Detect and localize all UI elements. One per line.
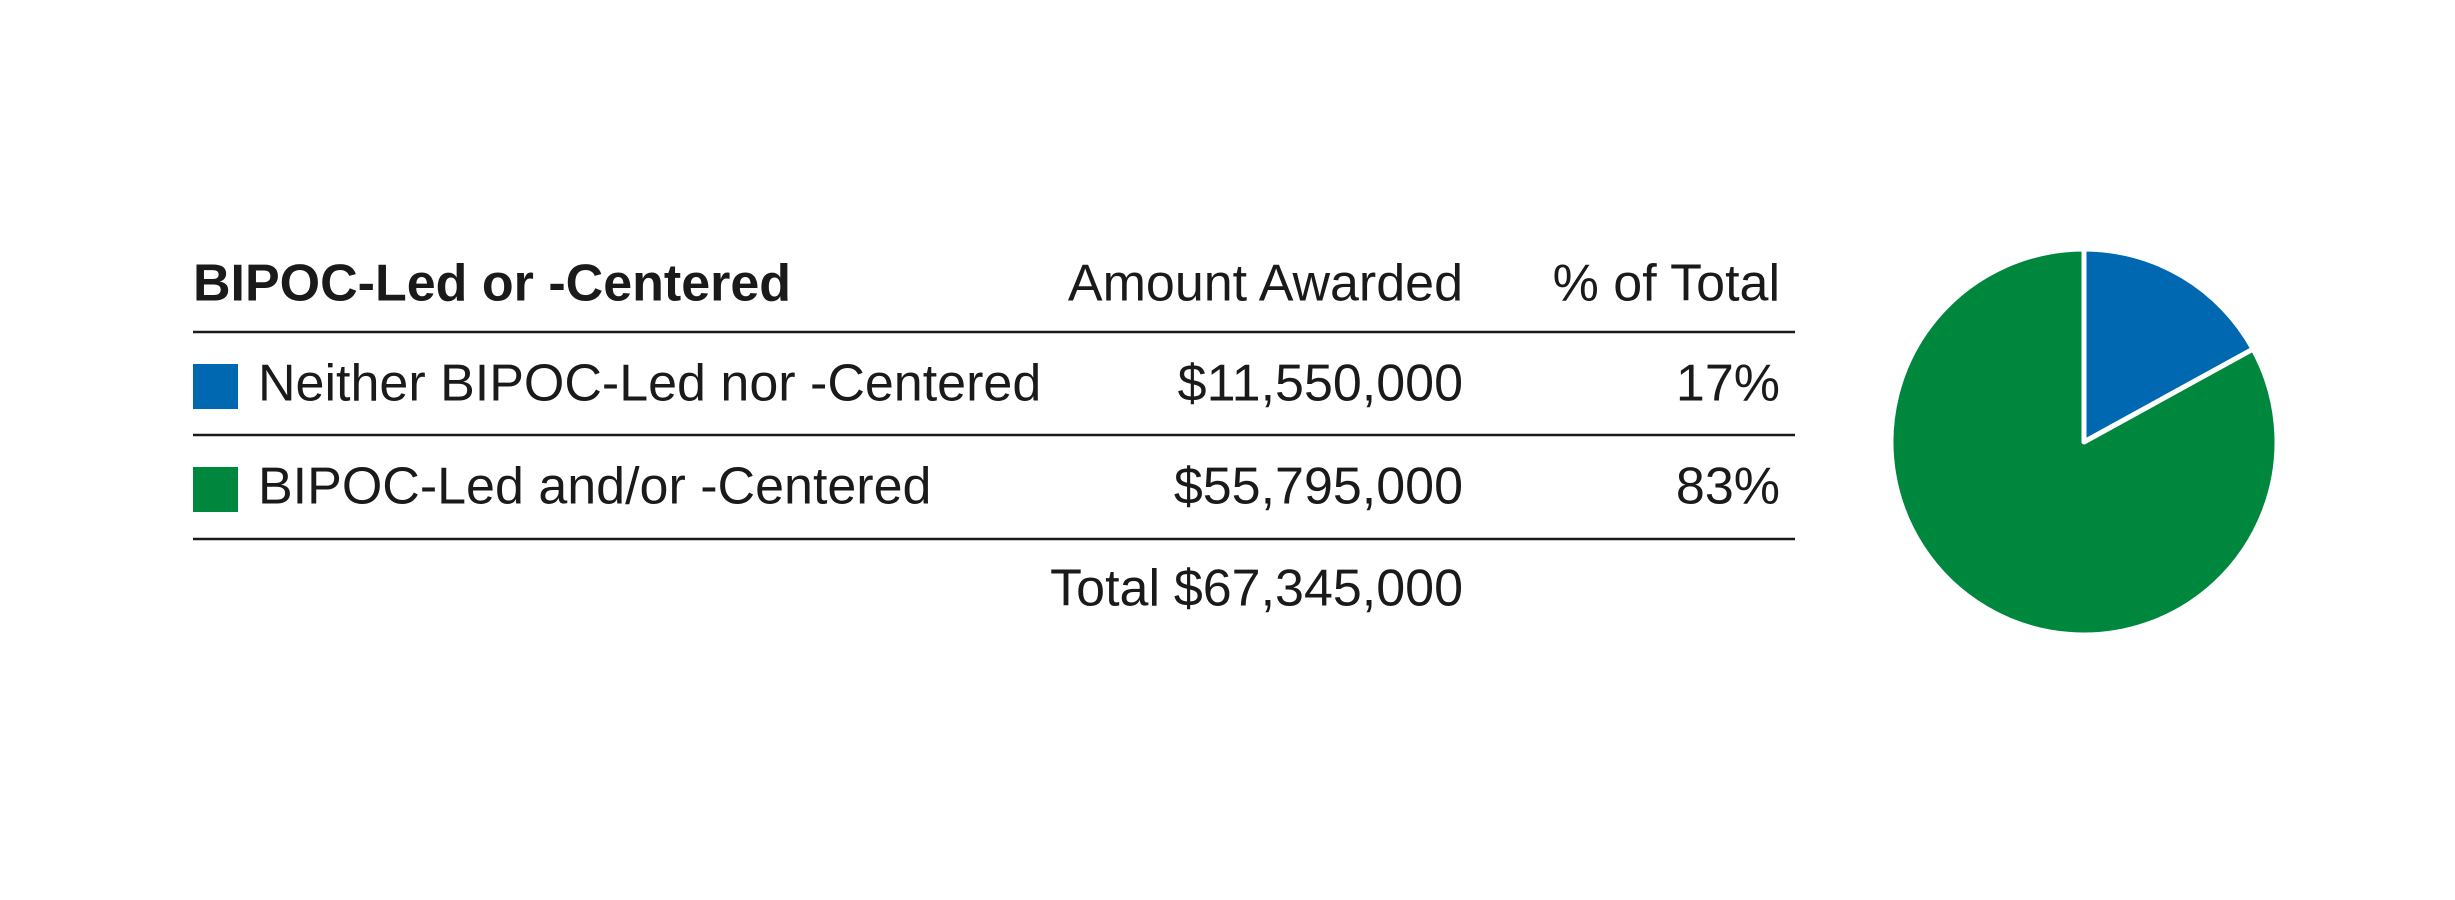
legend-swatch	[193, 364, 238, 409]
total-label: Total	[1050, 560, 1160, 618]
legend-swatch	[193, 467, 238, 512]
amount: $11,550,000	[1178, 355, 1463, 413]
value-label: 17%	[1676, 355, 1780, 413]
column-header: % of Total	[1553, 255, 1780, 313]
column-header: Amount Awarded	[1068, 255, 1463, 313]
table-title: BIPOC-Led or -Centered	[193, 255, 791, 313]
legend-label: BIPOC-Led and/or -Centered	[258, 458, 931, 516]
value-label: 83%	[1676, 458, 1780, 516]
pie-slice	[1888, 246, 2280, 638]
amount: $55,795,000	[1174, 458, 1463, 516]
total-amount: $67,345,000	[1174, 560, 1463, 618]
pie-slice	[2081, 246, 2256, 445]
legend-label: Neither BIPOC-Led nor -Centered	[258, 355, 1041, 413]
